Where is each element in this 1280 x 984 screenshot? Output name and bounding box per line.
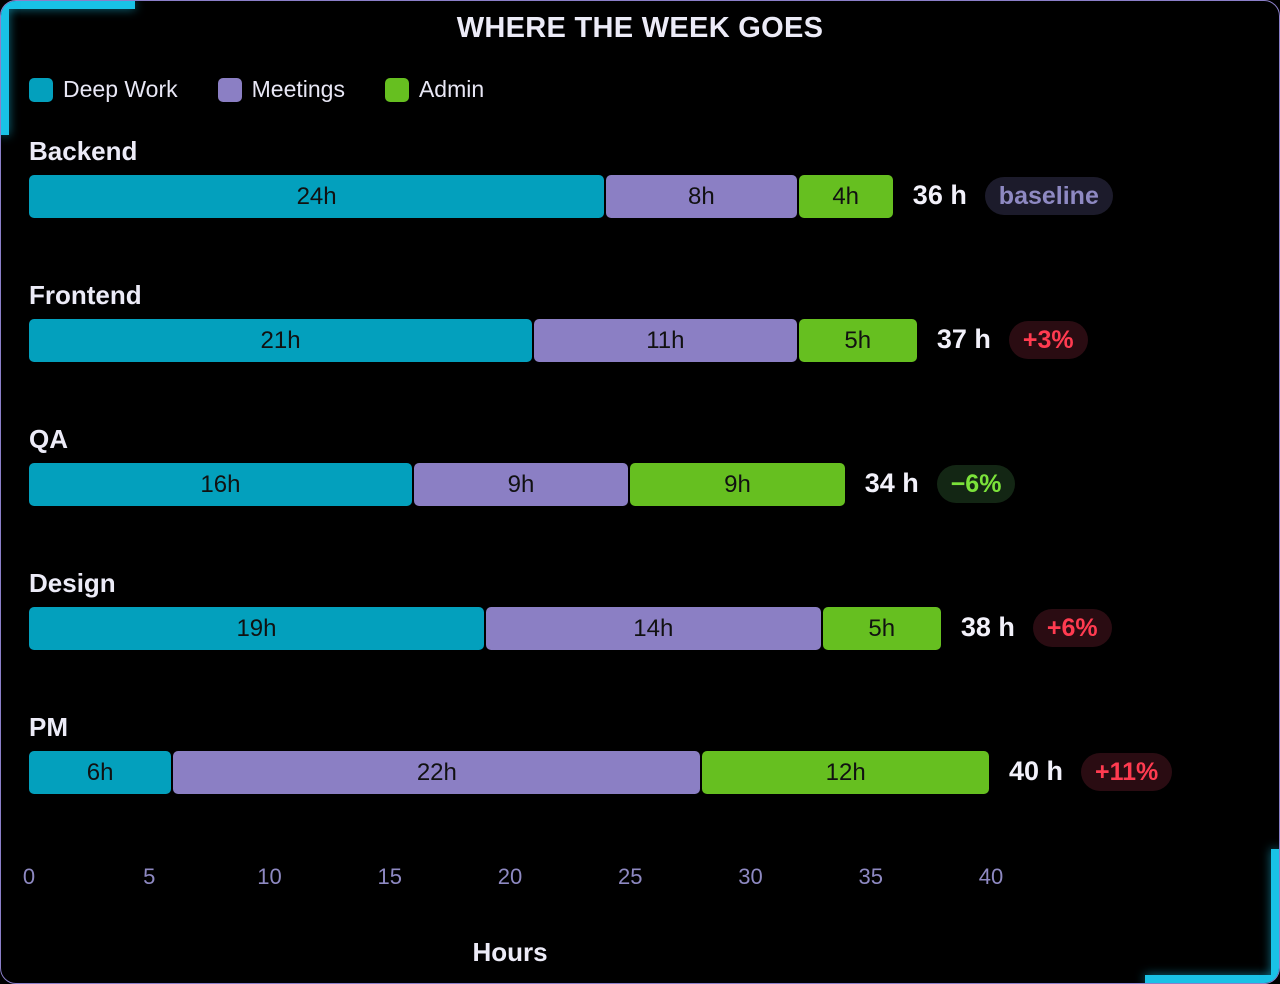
- bar-total: 38 h: [960, 612, 1015, 642]
- legend: Deep Work Meetings Admin: [29, 76, 524, 103]
- change-badge: baseline: [984, 177, 1113, 215]
- x-tick-label: 40: [978, 864, 1004, 889]
- change-badge: −6%: [936, 465, 1016, 503]
- bar-segment-deep-work: 6h: [29, 751, 172, 794]
- bar-segment-meetings: 8h: [606, 175, 797, 218]
- bar-total: 40 h: [1009, 756, 1064, 786]
- bar-segment-meetings: 11h: [534, 319, 797, 362]
- bar-total: 37 h: [936, 324, 991, 354]
- x-axis-label: Hours: [472, 937, 548, 967]
- legend-label: Meetings: [251, 76, 345, 102]
- legend-swatch: [29, 77, 53, 102]
- bar-segment-meetings: 14h: [485, 607, 821, 650]
- category-label: Design: [29, 568, 116, 598]
- category-label: Backend: [29, 136, 138, 166]
- legend-item-admin: Admin: [384, 76, 485, 103]
- x-tick-label: 35: [858, 864, 883, 889]
- category-label: Frontend: [29, 280, 142, 310]
- bar-segment-admin: 12h: [702, 751, 989, 794]
- x-tick-label: 20: [497, 864, 523, 889]
- legend-label: Admin: [418, 76, 485, 102]
- x-tick-label: 15: [377, 864, 402, 889]
- change-badge: +3%: [1008, 321, 1088, 359]
- bar-total: 34 h: [864, 468, 919, 498]
- x-tick-label: 0: [22, 864, 36, 889]
- bar-segment-deep-work: 24h: [29, 175, 605, 218]
- bar-segment-deep-work: 19h: [29, 607, 484, 650]
- bar-segment-admin: 5h: [822, 607, 941, 650]
- legend-item-deep-work: Deep Work: [29, 76, 178, 103]
- change-badge: +6%: [1032, 609, 1112, 647]
- x-tick-label: 10: [257, 864, 282, 889]
- x-tick-label: 5: [143, 864, 156, 889]
- x-tick-label: 25: [618, 864, 643, 889]
- legend-item-meetings: Meetings: [217, 76, 345, 103]
- legend-swatch: [384, 77, 409, 102]
- chart-title: WHERE THE WEEK GOES: [456, 12, 824, 44]
- bar-segment-deep-work: 16h: [29, 463, 412, 506]
- bar-segment-admin: 9h: [630, 463, 845, 506]
- legend-swatch: [217, 77, 242, 102]
- bar-segment-meetings: 9h: [413, 463, 629, 506]
- change-badge: +11%: [1081, 753, 1173, 791]
- bar-segment-admin: 4h: [798, 175, 893, 218]
- legend-label: Deep Work: [63, 76, 178, 102]
- bar-segment-meetings: 22h: [173, 751, 701, 794]
- bar-segment-deep-work: 21h: [29, 319, 533, 362]
- bar-segment-admin: 5h: [798, 319, 917, 362]
- category-label: QA: [29, 424, 68, 454]
- x-tick-label: 30: [738, 864, 763, 889]
- bar-total: 36 h: [912, 180, 967, 210]
- category-label: PM: [29, 712, 68, 742]
- corner-accent-bottom-right: [1145, 849, 1279, 983]
